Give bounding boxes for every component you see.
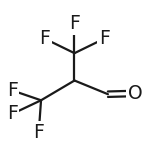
Text: F: F	[33, 123, 44, 142]
Text: F: F	[7, 104, 18, 123]
Text: F: F	[7, 81, 18, 100]
Text: O: O	[128, 84, 143, 103]
Text: F: F	[99, 29, 110, 48]
Text: F: F	[39, 29, 50, 48]
Text: F: F	[69, 14, 80, 33]
